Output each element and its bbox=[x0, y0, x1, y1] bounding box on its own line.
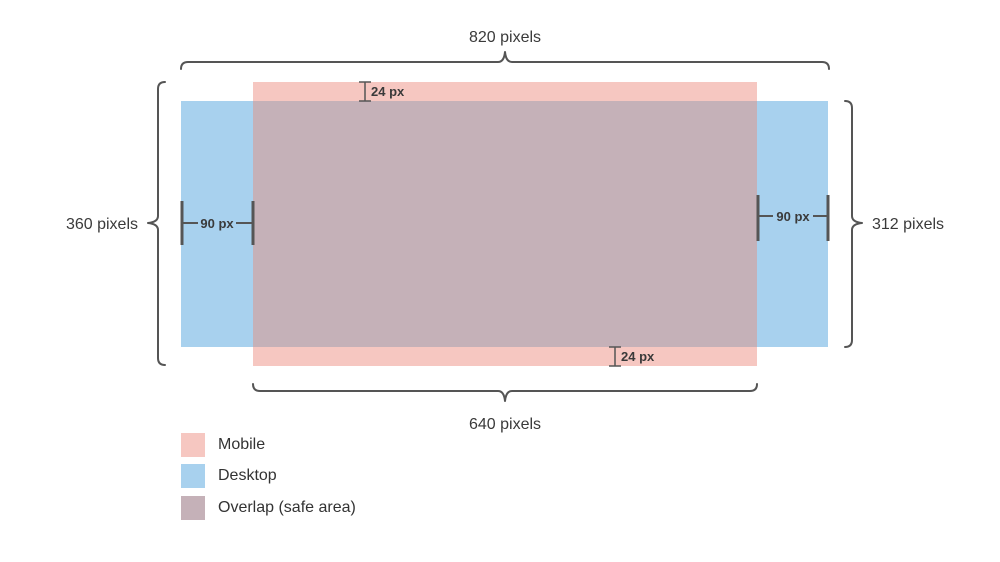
legend-label-mobile: Mobile bbox=[218, 436, 266, 453]
legend-swatch-overlap bbox=[181, 496, 205, 520]
legend-label-desktop: Desktop bbox=[218, 467, 277, 484]
legend-label-overlap: Overlap (safe area) bbox=[218, 499, 356, 516]
legend-item-overlap: Overlap (safe area) bbox=[181, 496, 356, 520]
right-margin-marker bbox=[756, 195, 830, 241]
legend-swatch-desktop bbox=[181, 464, 205, 488]
top-width-label: 820 pixels bbox=[469, 29, 541, 46]
legend-item-desktop: Desktop bbox=[181, 464, 277, 488]
bottom-width-label: 640 pixels bbox=[469, 416, 541, 433]
overlap-safe-area bbox=[253, 101, 757, 347]
left-margin-label: 90 px bbox=[200, 216, 234, 231]
right-height-label: 312 pixels bbox=[872, 216, 944, 233]
left-height-label: 360 pixels bbox=[66, 216, 138, 233]
legend-item-mobile: Mobile bbox=[181, 433, 265, 457]
left-margin-marker bbox=[180, 201, 255, 245]
bottom-margin-label: 24 px bbox=[621, 349, 655, 364]
right-margin-label: 90 px bbox=[776, 209, 810, 224]
bottom-margin-marker bbox=[609, 346, 621, 367]
top-margin-label: 24 px bbox=[371, 84, 405, 99]
right-height-brace bbox=[844, 100, 863, 348]
bottom-width-brace bbox=[252, 383, 758, 402]
legend-swatch-mobile bbox=[181, 433, 205, 457]
top-margin-marker bbox=[359, 81, 371, 102]
left-height-brace bbox=[147, 81, 166, 366]
top-width-brace bbox=[180, 51, 830, 70]
